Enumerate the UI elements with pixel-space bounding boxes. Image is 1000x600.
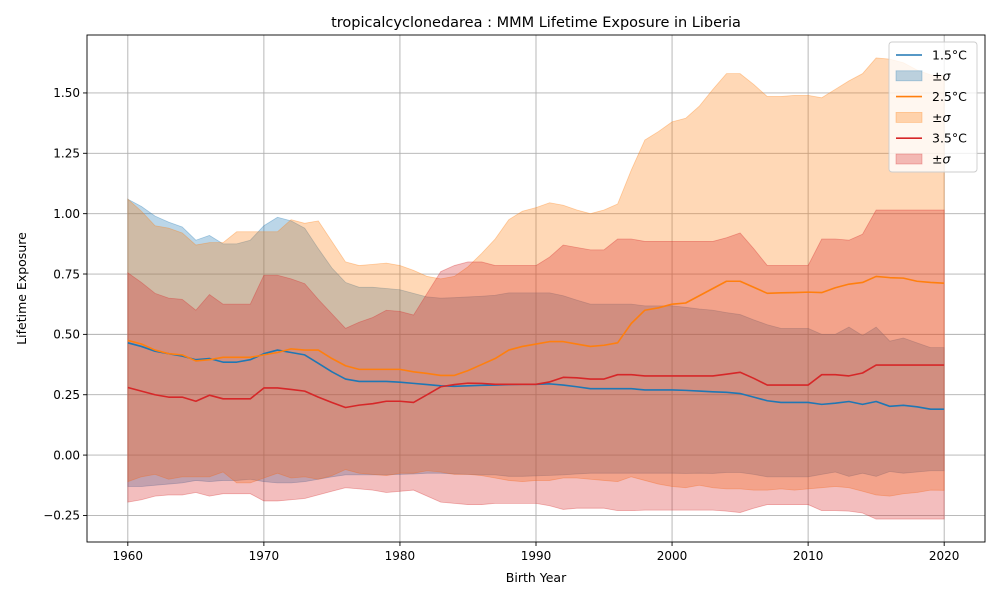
y-tick-label: 1.25 xyxy=(53,147,80,161)
x-axis-ticks: 1960 1970 1980 1990 2000 2010 2020 xyxy=(113,542,960,563)
legend-entry-label: 1.5°C xyxy=(932,48,967,63)
line-series-2 xyxy=(127,275,945,377)
y-tick-label: 1.50 xyxy=(53,86,80,100)
x-tick-label: 2000 xyxy=(657,549,688,563)
legend-band-swatch xyxy=(895,70,923,82)
x-tick-label: 2020 xyxy=(929,549,960,563)
x-tick-label: 2010 xyxy=(793,549,824,563)
line-series-3 xyxy=(127,364,945,409)
bands xyxy=(127,57,945,520)
x-tick-label: 1990 xyxy=(521,549,552,563)
legend-band-swatch xyxy=(895,112,923,123)
x-tick-label: 1970 xyxy=(249,549,280,563)
legend-band-label: ±σ xyxy=(932,110,951,125)
y-tick-label: 0.25 xyxy=(53,388,80,402)
lines xyxy=(127,275,945,411)
y-axis-ticks: −0.25 0.00 0.25 0.50 0.75 1.00 1.25 1.50 xyxy=(43,86,87,523)
y-tick-label: 1.00 xyxy=(53,207,80,221)
legend-band-swatch xyxy=(895,153,923,165)
band-series-3 xyxy=(127,209,945,520)
y-axis-label: Lifetime Exposure xyxy=(14,232,29,345)
x-axis-label: Birth Year xyxy=(506,570,567,585)
legend-band-label: ±σ xyxy=(932,152,951,167)
legend-band-label: ±σ xyxy=(932,68,951,83)
y-tick-label: 0.00 xyxy=(53,448,80,462)
legend-entry-label: 3.5°C xyxy=(932,131,967,146)
x-tick-label: 1980 xyxy=(385,549,416,563)
y-tick-label: 0.75 xyxy=(53,267,80,281)
legend-entry-label: 2.5°C xyxy=(932,89,967,104)
band-series-2 xyxy=(127,57,945,497)
grid xyxy=(87,35,985,542)
band-series-1 xyxy=(127,198,945,487)
legend-box xyxy=(888,41,978,173)
y-tick-label: −0.25 xyxy=(43,509,80,523)
chart-title: tropicalcyclonedarea : MMM Lifetime Expo… xyxy=(331,15,741,31)
legend: 1.5°C ±σ 2.5°C ±σ 3.5°C ±σ xyxy=(888,41,978,173)
y-tick-label: 0.50 xyxy=(53,328,80,342)
x-tick-label: 1960 xyxy=(113,549,144,563)
